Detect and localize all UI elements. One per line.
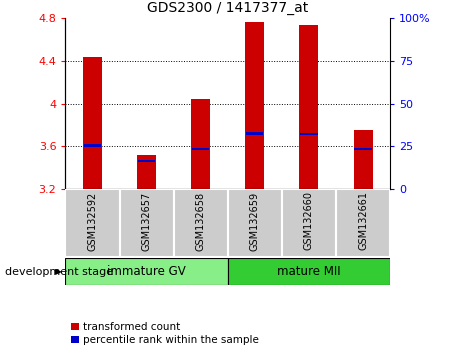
- Bar: [228, 189, 282, 257]
- Bar: [120, 189, 174, 257]
- Text: GSM132661: GSM132661: [358, 192, 368, 250]
- Title: GDS2300 / 1417377_at: GDS2300 / 1417377_at: [147, 1, 308, 15]
- Bar: [192, 148, 209, 150]
- Bar: [354, 148, 372, 150]
- Bar: [84, 144, 101, 147]
- Text: GSM132592: GSM132592: [87, 192, 97, 251]
- Bar: [174, 189, 228, 257]
- Bar: [65, 258, 228, 285]
- Bar: [300, 133, 318, 135]
- Text: GSM132657: GSM132657: [142, 192, 152, 251]
- Bar: [246, 132, 263, 135]
- Bar: [245, 22, 264, 189]
- Legend: transformed count, percentile rank within the sample: transformed count, percentile rank withi…: [71, 322, 259, 345]
- Bar: [191, 99, 210, 189]
- Text: GSM132658: GSM132658: [196, 192, 206, 251]
- Text: GSM132660: GSM132660: [304, 192, 314, 250]
- Bar: [336, 189, 390, 257]
- Bar: [299, 25, 318, 189]
- Text: development stage: development stage: [5, 267, 113, 277]
- Bar: [282, 189, 336, 257]
- Text: immature GV: immature GV: [107, 265, 186, 278]
- Bar: [83, 57, 102, 189]
- Text: GSM132659: GSM132659: [250, 192, 260, 251]
- Bar: [138, 160, 155, 162]
- Text: mature MII: mature MII: [277, 265, 341, 278]
- Bar: [228, 258, 390, 285]
- Bar: [65, 189, 120, 257]
- Bar: [354, 130, 373, 189]
- Bar: [137, 155, 156, 189]
